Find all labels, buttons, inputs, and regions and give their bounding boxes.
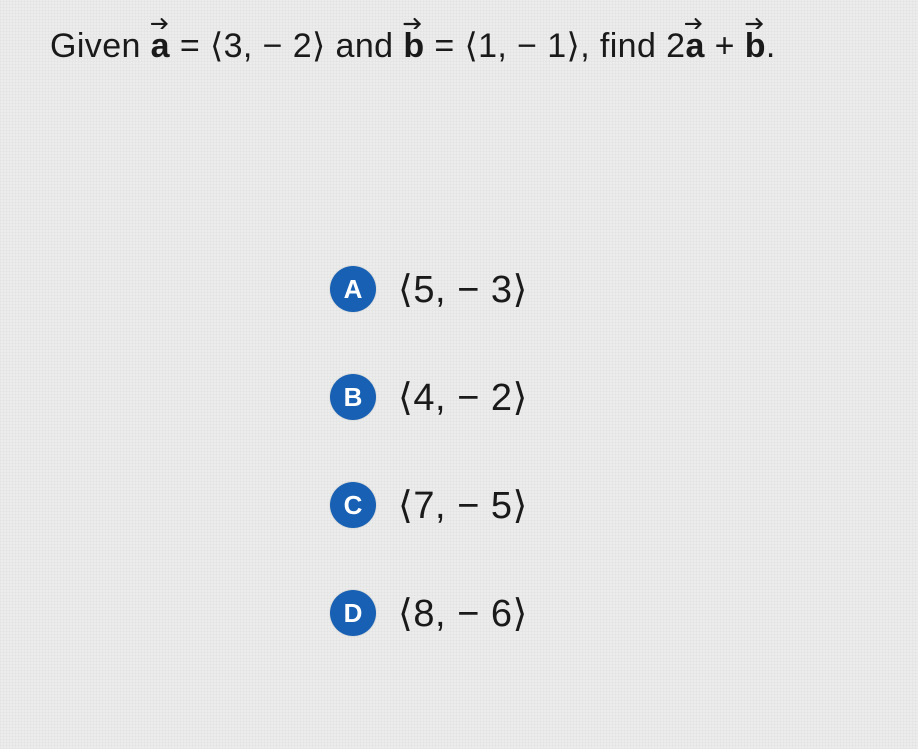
vec-a-letter-2: a [685,27,704,65]
answer-choices: A ⟨5, − 3⟩ B ⟨4, − 2⟩ C ⟨7, − 5⟩ D ⟨8, −… [330,266,878,636]
vector-b-symbol: b [403,27,424,66]
vector-b-symbol-2: b [745,27,766,66]
choice-a[interactable]: A ⟨5, − 3⟩ [330,266,878,312]
choice-d[interactable]: D ⟨8, − 6⟩ [330,590,878,636]
vector-a-symbol: a [151,27,170,66]
choice-b[interactable]: B ⟨4, − 2⟩ [330,374,878,420]
choice-letter: C [344,490,363,521]
choice-bubble: C [330,482,376,528]
choice-value: ⟨7, − 5⟩ [398,483,528,528]
vec-b-value: ⟨1, − 1⟩ [464,27,580,65]
choice-c[interactable]: C ⟨7, − 5⟩ [330,482,878,528]
choice-letter: B [344,382,363,413]
vector-a-symbol-2: a [685,27,704,66]
vec-a-letter: a [151,27,170,65]
question-text: Given a = ⟨3, − 2⟩ and b = ⟨1, − 1⟩, fin… [50,26,878,66]
choice-letter: D [344,598,363,629]
vec-a-value: ⟨3, − 2⟩ [210,27,326,65]
q-plus: + [705,27,745,65]
choice-bubble: A [330,266,376,312]
choice-bubble: D [330,590,376,636]
q-find: , find 2 [580,27,685,65]
vec-b-letter: b [403,27,424,65]
q-prefix: Given [50,27,151,65]
vec-b-letter-2: b [745,27,766,65]
q-period: . [766,27,776,65]
choice-value: ⟨4, − 2⟩ [398,375,528,420]
q-eq2: = [424,27,464,65]
choice-value: ⟨5, − 3⟩ [398,267,528,312]
choice-letter: A [344,274,363,305]
q-eq1: = [170,27,210,65]
choice-value: ⟨8, − 6⟩ [398,591,528,636]
choice-bubble: B [330,374,376,420]
content-area: Given a = ⟨3, − 2⟩ and b = ⟨1, − 1⟩, fin… [0,0,918,646]
q-and: and [326,27,404,65]
